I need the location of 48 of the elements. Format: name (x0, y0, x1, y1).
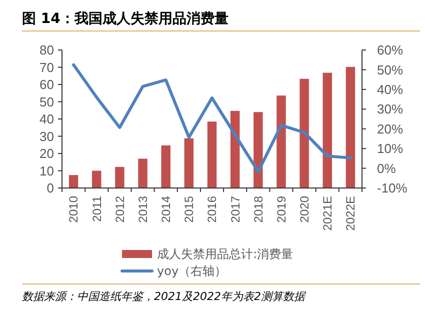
bar (346, 66, 356, 188)
x-tick-label: 2015 (182, 196, 196, 223)
bar (115, 166, 124, 188)
legend-label: yoy（右轴） (157, 264, 227, 278)
y2-tick-label: 20% (377, 121, 404, 136)
x-tick-label: 2021E (320, 196, 335, 231)
legend-label: 成人失禁用品总计:消费量 (157, 247, 294, 262)
y-tick-label: 0 (46, 180, 54, 196)
y-tick-label: 70 (40, 60, 54, 75)
bar (207, 122, 217, 188)
bar (254, 112, 263, 188)
x-tick-label: 2011 (90, 196, 104, 222)
x-tick-label: 2010 (66, 196, 81, 223)
bar (68, 175, 78, 188)
x-tick-label: 2018 (251, 196, 266, 223)
line-series (72, 63, 352, 174)
bar (276, 96, 286, 188)
x-tick-label: 2020 (298, 196, 312, 223)
y2-tick-label: 0% (377, 160, 396, 176)
y2-tick-label: 60% (377, 42, 404, 58)
y-tick-label: 40 (40, 112, 54, 127)
source-note: 数据来源：中国造纸年鉴，2021及2022年为表2测算数据 (22, 289, 307, 304)
chart-title: 图 14：我国成人失禁用品消费量 (22, 11, 228, 27)
x-tick-label: 2016 (205, 196, 220, 223)
x-tick-label: 2014 (159, 196, 174, 223)
y2-tick-label: -10% (377, 180, 408, 196)
x-tick-label: 2017 (228, 196, 242, 223)
bar (92, 170, 102, 188)
bar (138, 158, 148, 188)
y-tick-label: 10 (40, 163, 54, 178)
x-tick-label: 2012 (112, 196, 127, 223)
x-tick-label: 2013 (136, 196, 150, 223)
y2-tick-label: 10% (377, 141, 404, 156)
y-tick-label: 60 (40, 77, 54, 92)
x-tick-label: 2019 (274, 196, 288, 223)
x-tick-label: 2022E (344, 196, 358, 231)
y2-tick-label: 50% (377, 62, 404, 78)
y-tick-label: 50 (40, 94, 54, 110)
y2-tick-label: 40% (377, 82, 404, 97)
bar (161, 145, 170, 188)
bar (322, 72, 332, 188)
y2-tick-label: 30% (377, 102, 404, 117)
bar (230, 110, 240, 188)
y-tick-label: 80 (40, 42, 54, 58)
y-tick-label: 20 (40, 146, 54, 162)
y-tick-label: 30 (40, 128, 54, 144)
bar (300, 78, 309, 188)
bar (184, 138, 194, 188)
